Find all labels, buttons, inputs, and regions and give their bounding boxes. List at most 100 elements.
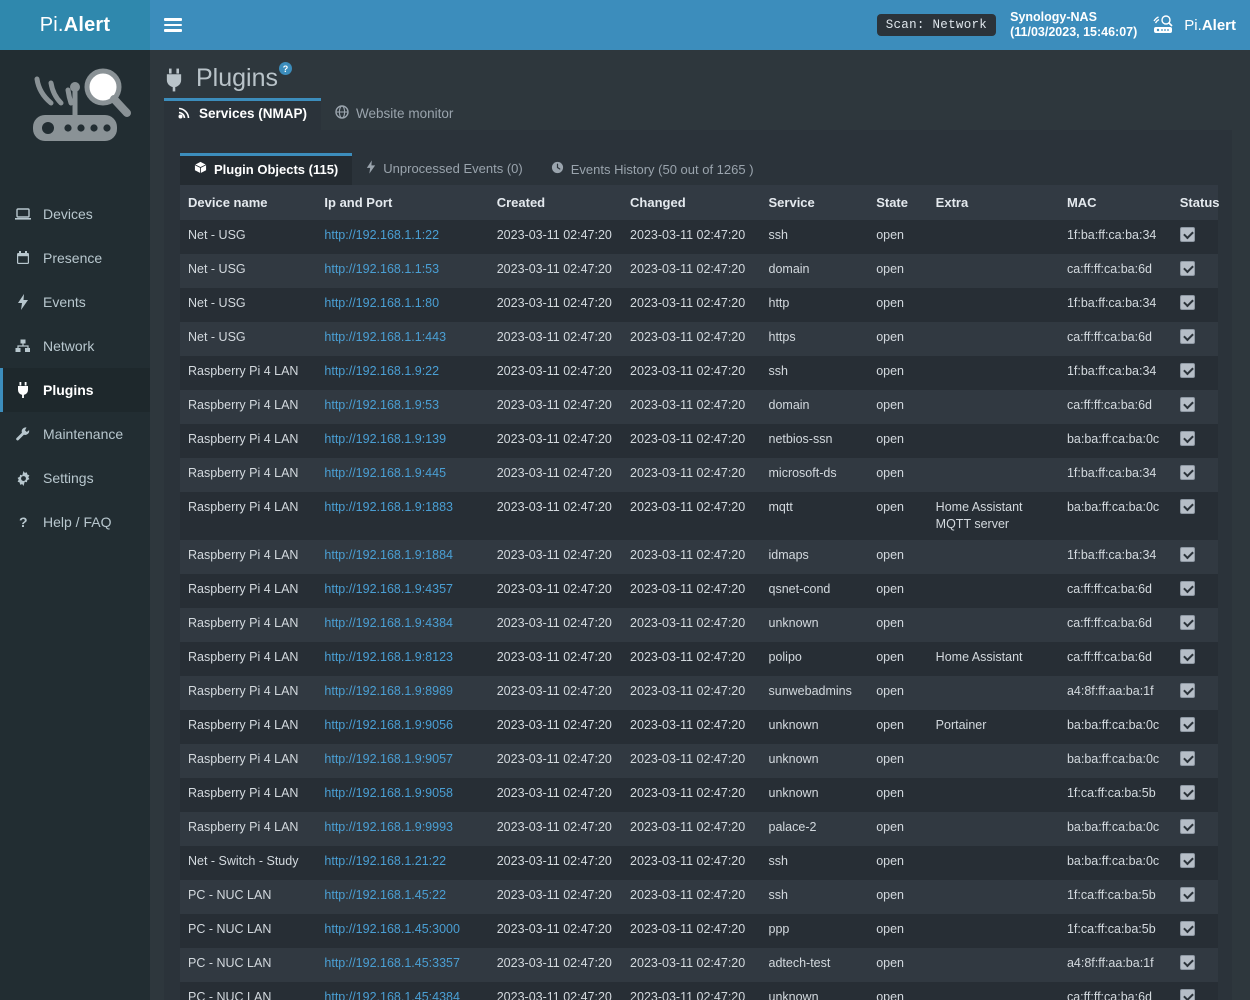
cell-ip-port[interactable]: http://192.168.1.21:22 <box>316 846 488 880</box>
column-header-mac[interactable]: MAC <box>1058 185 1172 220</box>
sidebar-item-events[interactable]: Events <box>0 280 150 324</box>
status-checkbox-checked-icon[interactable] <box>1179 615 1195 630</box>
status-checkbox-checked-icon[interactable] <box>1179 499 1195 514</box>
ip-port-link[interactable]: http://192.168.1.1:53 <box>324 262 440 276</box>
table-row[interactable]: Net - USG http://192.168.1.1:443 2023-03-1… <box>180 322 1218 356</box>
status-checkbox-checked-icon[interactable] <box>1179 581 1195 596</box>
cell-status[interactable] <box>1172 254 1218 288</box>
cell-status[interactable] <box>1172 982 1218 1000</box>
ip-port-link[interactable]: http://192.168.1.9:9058 <box>324 786 453 800</box>
column-header-state[interactable]: State <box>868 185 928 220</box>
ip-port-link[interactable]: http://192.168.1.1:443 <box>324 330 447 344</box>
status-checkbox-checked-icon[interactable] <box>1179 785 1195 800</box>
table-row[interactable]: PC - NUC LAN http://192.168.1.45:4384 2023… <box>180 982 1218 1000</box>
status-checkbox-checked-icon[interactable] <box>1179 717 1195 732</box>
cell-ip-port[interactable]: http://192.168.1.9:8123 <box>316 642 488 676</box>
cell-status[interactable] <box>1172 424 1218 458</box>
sidebar-item-presence[interactable]: Presence <box>0 236 150 280</box>
cell-status[interactable] <box>1172 608 1218 642</box>
table-row[interactable]: Raspberry Pi 4 LAN http://192.168.1.9:438… <box>180 608 1218 642</box>
column-header-created[interactable]: Created <box>488 185 623 220</box>
status-checkbox-checked-icon[interactable] <box>1179 955 1195 970</box>
sidebar-item-plugins[interactable]: Plugins <box>0 368 150 412</box>
cell-status[interactable] <box>1172 642 1218 676</box>
status-checkbox-checked-icon[interactable] <box>1179 397 1195 412</box>
ip-port-link[interactable]: http://192.168.1.9:139 <box>324 432 447 446</box>
sidebar-item-help-faq[interactable]: ? Help / FAQ <box>0 500 150 544</box>
status-checkbox-checked-icon[interactable] <box>1179 295 1195 310</box>
table-row[interactable]: Net - USG http://192.168.1.1:22 2023-03-11… <box>180 220 1218 254</box>
ip-port-link[interactable]: http://192.168.1.9:1884 <box>324 548 453 562</box>
ip-port-link[interactable]: http://192.168.1.9:9056 <box>324 718 453 732</box>
cell-status[interactable] <box>1172 744 1218 778</box>
table-row[interactable]: Raspberry Pi 4 LAN http://192.168.1.9:22 2… <box>180 356 1218 390</box>
sidebar-item-devices[interactable]: Devices <box>0 192 150 236</box>
ip-port-link[interactable]: http://192.168.1.45:3000 <box>324 922 460 936</box>
cell-ip-port[interactable]: http://192.168.1.9:1883 <box>316 492 488 540</box>
cell-status[interactable] <box>1172 880 1218 914</box>
status-checkbox-checked-icon[interactable] <box>1179 431 1195 446</box>
table-row[interactable]: Raspberry Pi 4 LAN http://192.168.1.9:812… <box>180 642 1218 676</box>
cell-ip-port[interactable]: http://192.168.1.9:53 <box>316 390 488 424</box>
table-row[interactable]: Raspberry Pi 4 LAN http://192.168.1.9:53 2… <box>180 390 1218 424</box>
table-row[interactable]: Raspberry Pi 4 LAN http://192.168.1.9:188… <box>180 492 1218 540</box>
status-checkbox-checked-icon[interactable] <box>1179 227 1195 242</box>
cell-ip-port[interactable]: http://192.168.1.9:4357 <box>316 574 488 608</box>
cell-status[interactable] <box>1172 458 1218 492</box>
ip-port-link[interactable]: http://192.168.1.45:22 <box>324 888 447 902</box>
cell-ip-port[interactable]: http://192.168.1.1:53 <box>316 254 488 288</box>
cell-status[interactable] <box>1172 540 1218 574</box>
cell-ip-port[interactable]: http://192.168.1.45:22 <box>316 880 488 914</box>
cell-status[interactable] <box>1172 812 1218 846</box>
table-row[interactable]: Raspberry Pi 4 LAN http://192.168.1.9:435… <box>180 574 1218 608</box>
cell-ip-port[interactable]: http://192.168.1.9:22 <box>316 356 488 390</box>
ip-port-link[interactable]: http://192.168.1.9:9057 <box>324 752 453 766</box>
cell-status[interactable] <box>1172 948 1218 982</box>
cell-ip-port[interactable]: http://192.168.1.1:22 <box>316 220 488 254</box>
cell-ip-port[interactable]: http://192.168.1.9:9056 <box>316 710 488 744</box>
status-checkbox-checked-icon[interactable] <box>1179 921 1195 936</box>
status-checkbox-checked-icon[interactable] <box>1179 819 1195 834</box>
cell-status[interactable] <box>1172 356 1218 390</box>
ip-port-link[interactable]: http://192.168.1.9:8989 <box>324 684 453 698</box>
status-checkbox-checked-icon[interactable] <box>1179 989 1195 1000</box>
table-row[interactable]: Net - Switch - Study http://192.168.1.21:… <box>180 846 1218 880</box>
tab-services-nmap[interactable]: Services (NMAP) <box>164 98 322 130</box>
ip-port-link[interactable]: http://192.168.1.1:22 <box>324 228 440 242</box>
cell-status[interactable] <box>1172 574 1218 608</box>
tab-website-monitor[interactable]: Website monitor <box>321 98 467 130</box>
table-row[interactable]: Raspberry Pi 4 LAN http://192.168.1.9:905… <box>180 710 1218 744</box>
table-row[interactable]: Raspberry Pi 4 LAN http://192.168.1.9:445… <box>180 458 1218 492</box>
cell-ip-port[interactable]: http://192.168.1.9:445 <box>316 458 488 492</box>
status-checkbox-checked-icon[interactable] <box>1179 261 1195 276</box>
cell-ip-port[interactable]: http://192.168.1.9:139 <box>316 424 488 458</box>
help-badge-icon[interactable]: ? <box>279 62 292 75</box>
ip-port-link[interactable]: http://192.168.1.45:3357 <box>324 956 460 970</box>
table-row[interactable]: Net - USG http://192.168.1.1:53 2023-03-11… <box>180 254 1218 288</box>
app-logo[interactable]: Pi. Alert <box>0 0 150 50</box>
column-header-ip-port[interactable]: Ip and Port <box>316 185 489 220</box>
cell-ip-port[interactable]: http://192.168.1.9:1884 <box>316 540 488 574</box>
column-header-extra[interactable]: Extra <box>927 185 1059 220</box>
column-header-status[interactable]: Status <box>1171 185 1220 220</box>
sidebar-item-maintenance[interactable]: Maintenance <box>0 412 150 456</box>
status-checkbox-checked-icon[interactable] <box>1179 887 1195 902</box>
table-row[interactable]: PC - NUC LAN http://192.168.1.45:3000 2023… <box>180 914 1218 948</box>
table-row[interactable]: Raspberry Pi 4 LAN http://192.168.1.9:905… <box>180 744 1218 778</box>
ip-port-link[interactable]: http://192.168.1.1:80 <box>324 296 440 310</box>
sidebar-item-settings[interactable]: Settings <box>0 456 150 500</box>
column-header-device-name[interactable]: Device name <box>180 185 317 220</box>
cell-status[interactable] <box>1172 322 1218 356</box>
cell-status[interactable] <box>1172 288 1218 322</box>
subtab-plugin-objects[interactable]: Plugin Objects (115) <box>180 153 353 185</box>
table-row[interactable]: Raspberry Pi 4 LAN http://192.168.1.9:999… <box>180 812 1218 846</box>
cell-status[interactable] <box>1172 220 1218 254</box>
status-checkbox-checked-icon[interactable] <box>1179 853 1195 868</box>
cell-ip-port[interactable]: http://192.168.1.45:3357 <box>316 948 488 982</box>
status-checkbox-checked-icon[interactable] <box>1179 363 1195 378</box>
ip-port-link[interactable]: http://192.168.1.9:4384 <box>324 616 453 630</box>
cell-ip-port[interactable]: http://192.168.1.9:8989 <box>316 676 488 710</box>
table-row[interactable]: Raspberry Pi 4 LAN http://192.168.1.9:188… <box>180 540 1218 574</box>
status-checkbox-checked-icon[interactable] <box>1179 465 1195 480</box>
column-header-service[interactable]: Service <box>760 185 869 220</box>
